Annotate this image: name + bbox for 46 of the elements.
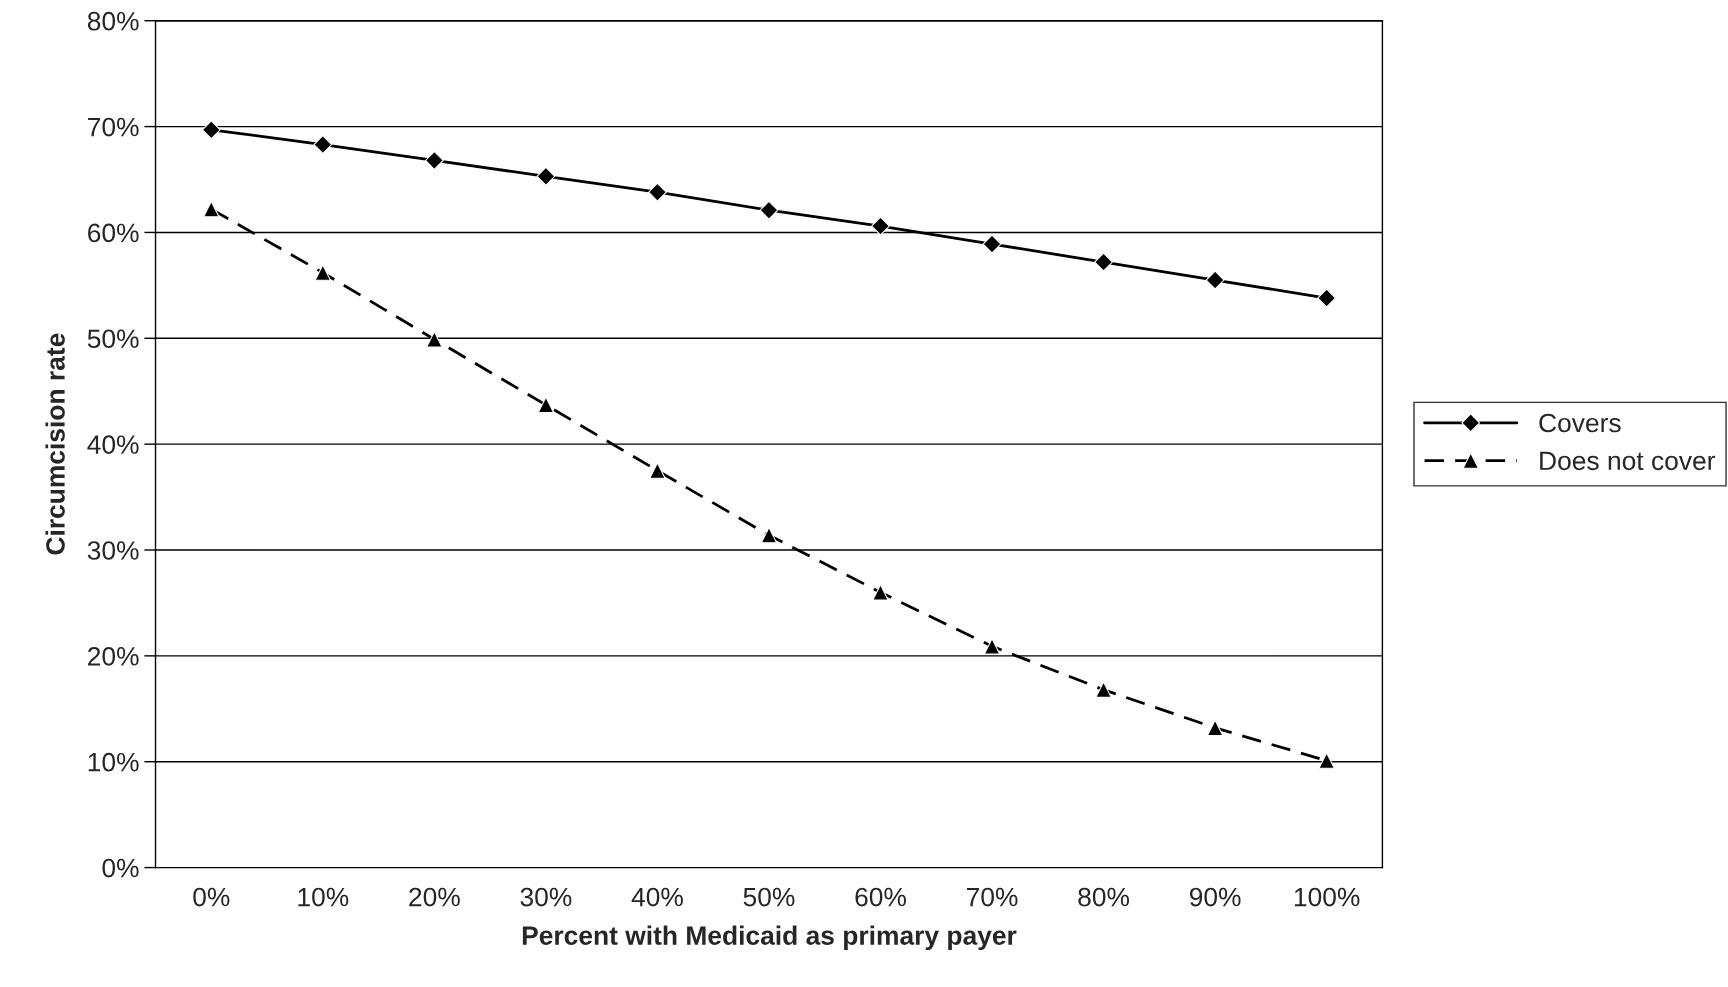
x-tick-label: 80% xyxy=(1078,887,1130,907)
y-tick-label: 0% xyxy=(102,858,139,878)
legend-label: Does not cover xyxy=(1540,451,1716,471)
point xyxy=(1317,288,1336,308)
y-tick-label: 50% xyxy=(87,329,139,349)
point xyxy=(203,200,220,218)
y-tick-label: 20% xyxy=(88,647,139,666)
point xyxy=(759,200,779,220)
point xyxy=(1206,719,1224,736)
x-tick-label: 90% xyxy=(1189,887,1241,907)
point xyxy=(201,120,221,140)
point xyxy=(871,216,890,236)
y-tick-label: 60% xyxy=(88,223,139,243)
x-tick-label: 0% xyxy=(193,887,230,907)
point xyxy=(426,331,443,348)
y-tick-label: 70% xyxy=(88,117,139,137)
point xyxy=(313,135,333,154)
point xyxy=(648,182,667,202)
point xyxy=(983,638,1001,655)
x-tick-label: 100% xyxy=(1294,887,1360,907)
x-tick-label: 60% xyxy=(855,887,906,907)
point xyxy=(982,234,1002,254)
legend-label: Covers xyxy=(1539,413,1621,433)
point xyxy=(1095,681,1112,698)
point xyxy=(536,166,556,186)
x-tick-label: 10% xyxy=(298,887,349,907)
point xyxy=(1205,270,1225,290)
x-tick-label: 70% xyxy=(966,887,1018,907)
y-tick-label: 40% xyxy=(87,435,139,454)
x-tick-label: 30% xyxy=(520,887,572,907)
point xyxy=(425,151,444,170)
x-axis-title: Percent with Medicaid as primary payer xyxy=(522,925,1017,951)
y-tick-label: 10% xyxy=(88,752,139,772)
point xyxy=(537,396,555,414)
x-tick-label: 50% xyxy=(743,887,795,907)
y-tick-label: 80% xyxy=(87,11,139,31)
point xyxy=(760,527,778,544)
point xyxy=(872,584,889,601)
point xyxy=(1094,252,1113,272)
point xyxy=(649,462,666,479)
y-tick-label: 30% xyxy=(87,541,139,560)
x-tick-label: 20% xyxy=(409,887,460,907)
x-tick-label: 40% xyxy=(631,887,683,907)
point xyxy=(1318,752,1335,769)
point xyxy=(314,264,331,281)
y-axis-title: Circumcision rate xyxy=(45,333,65,555)
